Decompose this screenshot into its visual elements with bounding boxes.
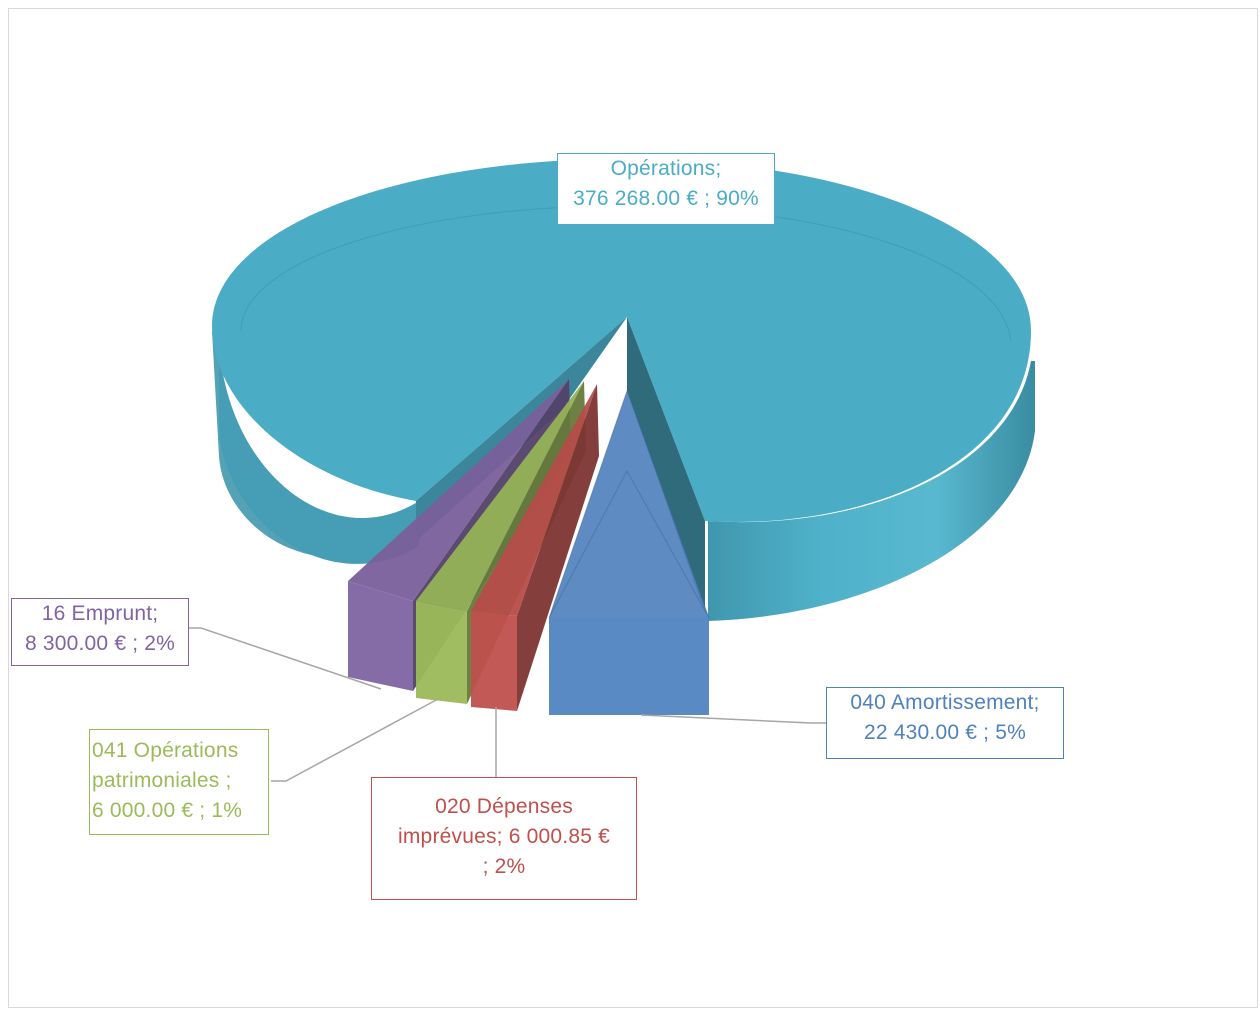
pie-slice-side — [219, 341, 419, 564]
pie-chart — [181, 159, 1035, 782]
pie-slice-emprunt-front — [348, 581, 413, 691]
slice-label-line: Opérations; — [610, 157, 722, 180]
pie-slice-amortissement-edge — [548, 389, 710, 619]
pie-slice-emprunt — [348, 379, 569, 601]
slice-label-line: patrimoniales ; — [92, 769, 232, 792]
slice-label-line: imprévues; 6 000.85 € — [398, 825, 610, 848]
pie-slice-operations — [212, 159, 1031, 522]
pie-cut-face — [627, 317, 705, 613]
slice-label-amortissement: 040 Amortissement; 22 430.00 € ; 5% — [826, 687, 1064, 759]
slice-label-line: 040 Amortissement; — [850, 691, 1040, 714]
slice-label-line: 041 Opérations — [92, 739, 239, 762]
slice-label-line: 22 430.00 € ; 5% — [864, 721, 1026, 744]
chart-area: Opérations; 376 268.00 € ; 90% 040 Amort… — [8, 8, 1258, 1008]
slice-label-line: 16 Emprunt; — [41, 602, 159, 625]
slice-label-line: 6 000.00 € ; 1% — [92, 799, 243, 822]
pie-slice-amortissement — [549, 391, 709, 618]
pie-slice-depenses-imprevues — [471, 384, 597, 616]
leader-line-operations-patrimoniales — [271, 698, 439, 782]
slice-label-line: ; 2% — [482, 855, 526, 878]
slice-label-operations-patrimoniales: 041 Opérations patrimoniales ; 6 000.00 … — [89, 729, 269, 835]
slice-label-line: 376 268.00 € ; 90% — [573, 187, 759, 210]
slice-label-depenses-imprevues: 020 Dépenses imprévues; 6 000.85 € ; 2% — [371, 777, 637, 900]
slice-label-emprunt: 16 Emprunt; 8 300.00 € ; 2% — [11, 598, 189, 666]
pie-slice-side — [708, 361, 1035, 621]
pie-slice-operations-patrimoniales-front — [416, 601, 467, 704]
slice-label-operations: Opérations; 376 268.00 € ; 90% — [557, 153, 775, 225]
pie-slice-operations-patrimoniales — [416, 381, 584, 611]
pie-slice-amortissement-front — [549, 618, 709, 715]
slice-label-line: 8 300.00 € ; 2% — [24, 632, 176, 655]
leader-line-amortissement — [640, 714, 826, 724]
slice-label-line: 020 Dépenses — [435, 795, 573, 818]
pie-slice-depenses-imprevues-front — [471, 611, 517, 711]
pie-slice-depenses-imprevues-side — [517, 384, 599, 711]
